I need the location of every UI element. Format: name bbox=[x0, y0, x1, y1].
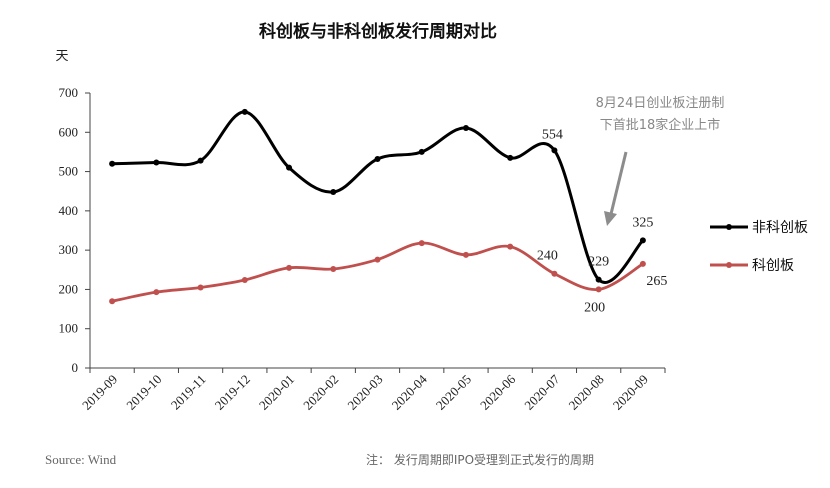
legend-swatch-marker bbox=[726, 224, 732, 230]
footnote: 注： 发行周期即IPO受理到正式发行的周期 bbox=[366, 452, 594, 467]
x-tick-label: 2020-08 bbox=[566, 372, 607, 413]
data-point bbox=[197, 157, 204, 164]
data-point bbox=[330, 266, 337, 272]
x-tick-label: 2019-11 bbox=[168, 372, 209, 413]
y-tick-label: 300 bbox=[59, 242, 79, 257]
data-point bbox=[153, 289, 160, 296]
data-point bbox=[418, 148, 425, 155]
data-point bbox=[374, 156, 381, 162]
x-tick-label: 2019-12 bbox=[212, 372, 253, 413]
data-point bbox=[241, 277, 248, 283]
y-tick-label: 600 bbox=[59, 124, 79, 139]
data-point bbox=[153, 159, 160, 166]
legend-label: 科创板 bbox=[752, 258, 794, 274]
y-tick-label: 500 bbox=[59, 164, 79, 179]
y-tick-label: 400 bbox=[59, 203, 79, 218]
source-note: Source: Wind bbox=[45, 452, 117, 467]
data-point bbox=[418, 240, 425, 247]
data-point bbox=[286, 164, 293, 171]
x-tick-label: 2020-07 bbox=[521, 371, 563, 413]
y-tick-label: 700 bbox=[59, 85, 79, 100]
data-point bbox=[551, 147, 558, 154]
data-point bbox=[109, 160, 116, 167]
x-tick-label: 2020-09 bbox=[610, 372, 651, 413]
x-tick-label: 2020-01 bbox=[256, 372, 297, 413]
x-tick-label: 2020-04 bbox=[389, 371, 431, 413]
annotation-line-1: 8月24日创业板注册制 bbox=[596, 96, 725, 111]
data-point bbox=[595, 276, 602, 283]
annotation-line-2: 下首批18家企业上市 bbox=[600, 117, 721, 133]
x-tick-label: 2020-05 bbox=[433, 372, 474, 413]
series-non-star-market bbox=[109, 108, 646, 284]
chart-title: 科创板与非科创板发行周期对比 bbox=[259, 21, 497, 42]
data-label: 554 bbox=[542, 127, 563, 142]
x-tick-label: 2019-10 bbox=[123, 372, 164, 413]
x-tick-label: 2020-03 bbox=[344, 372, 385, 413]
data-point bbox=[639, 237, 646, 244]
data-point bbox=[286, 264, 293, 271]
data-label: 325 bbox=[632, 215, 653, 230]
y-tick-label: 100 bbox=[59, 321, 79, 336]
series-line bbox=[111, 241, 644, 303]
annotation-arrow-shaft bbox=[609, 151, 628, 215]
data-point bbox=[197, 284, 204, 291]
y-tick-label: 200 bbox=[59, 281, 79, 296]
data-point bbox=[507, 243, 514, 250]
data-point bbox=[241, 108, 248, 115]
data-point bbox=[507, 154, 514, 161]
annotation: 8月24日创业板注册制 下首批18家企业上市 bbox=[596, 96, 725, 226]
data-label: 240 bbox=[537, 249, 558, 264]
data-label: 265 bbox=[646, 274, 667, 289]
data-point bbox=[330, 189, 337, 195]
data-point bbox=[374, 256, 381, 263]
data-label: 200 bbox=[584, 300, 605, 315]
series-layer bbox=[109, 108, 646, 305]
x-tick-label: 2020-06 bbox=[477, 371, 519, 413]
series-star-market bbox=[109, 240, 646, 305]
x-tick-label: 2020-02 bbox=[300, 372, 341, 413]
data-labels: 554 229 325 240 200 265 bbox=[537, 127, 667, 315]
legend-swatch-marker bbox=[726, 262, 732, 268]
data-point bbox=[462, 124, 469, 131]
data-point bbox=[551, 270, 558, 277]
series-line bbox=[112, 110, 645, 284]
annotation-arrow-head bbox=[604, 211, 617, 226]
data-point bbox=[109, 298, 116, 305]
data-point bbox=[595, 286, 602, 293]
x-tick-label: 2019-09 bbox=[79, 372, 120, 413]
data-point bbox=[462, 251, 469, 258]
y-axis-label: 天 bbox=[55, 49, 68, 64]
legend-label: 非科创板 bbox=[752, 220, 808, 236]
data-label: 229 bbox=[588, 255, 609, 270]
y-tick-label: 0 bbox=[72, 360, 79, 375]
data-point bbox=[639, 260, 646, 267]
